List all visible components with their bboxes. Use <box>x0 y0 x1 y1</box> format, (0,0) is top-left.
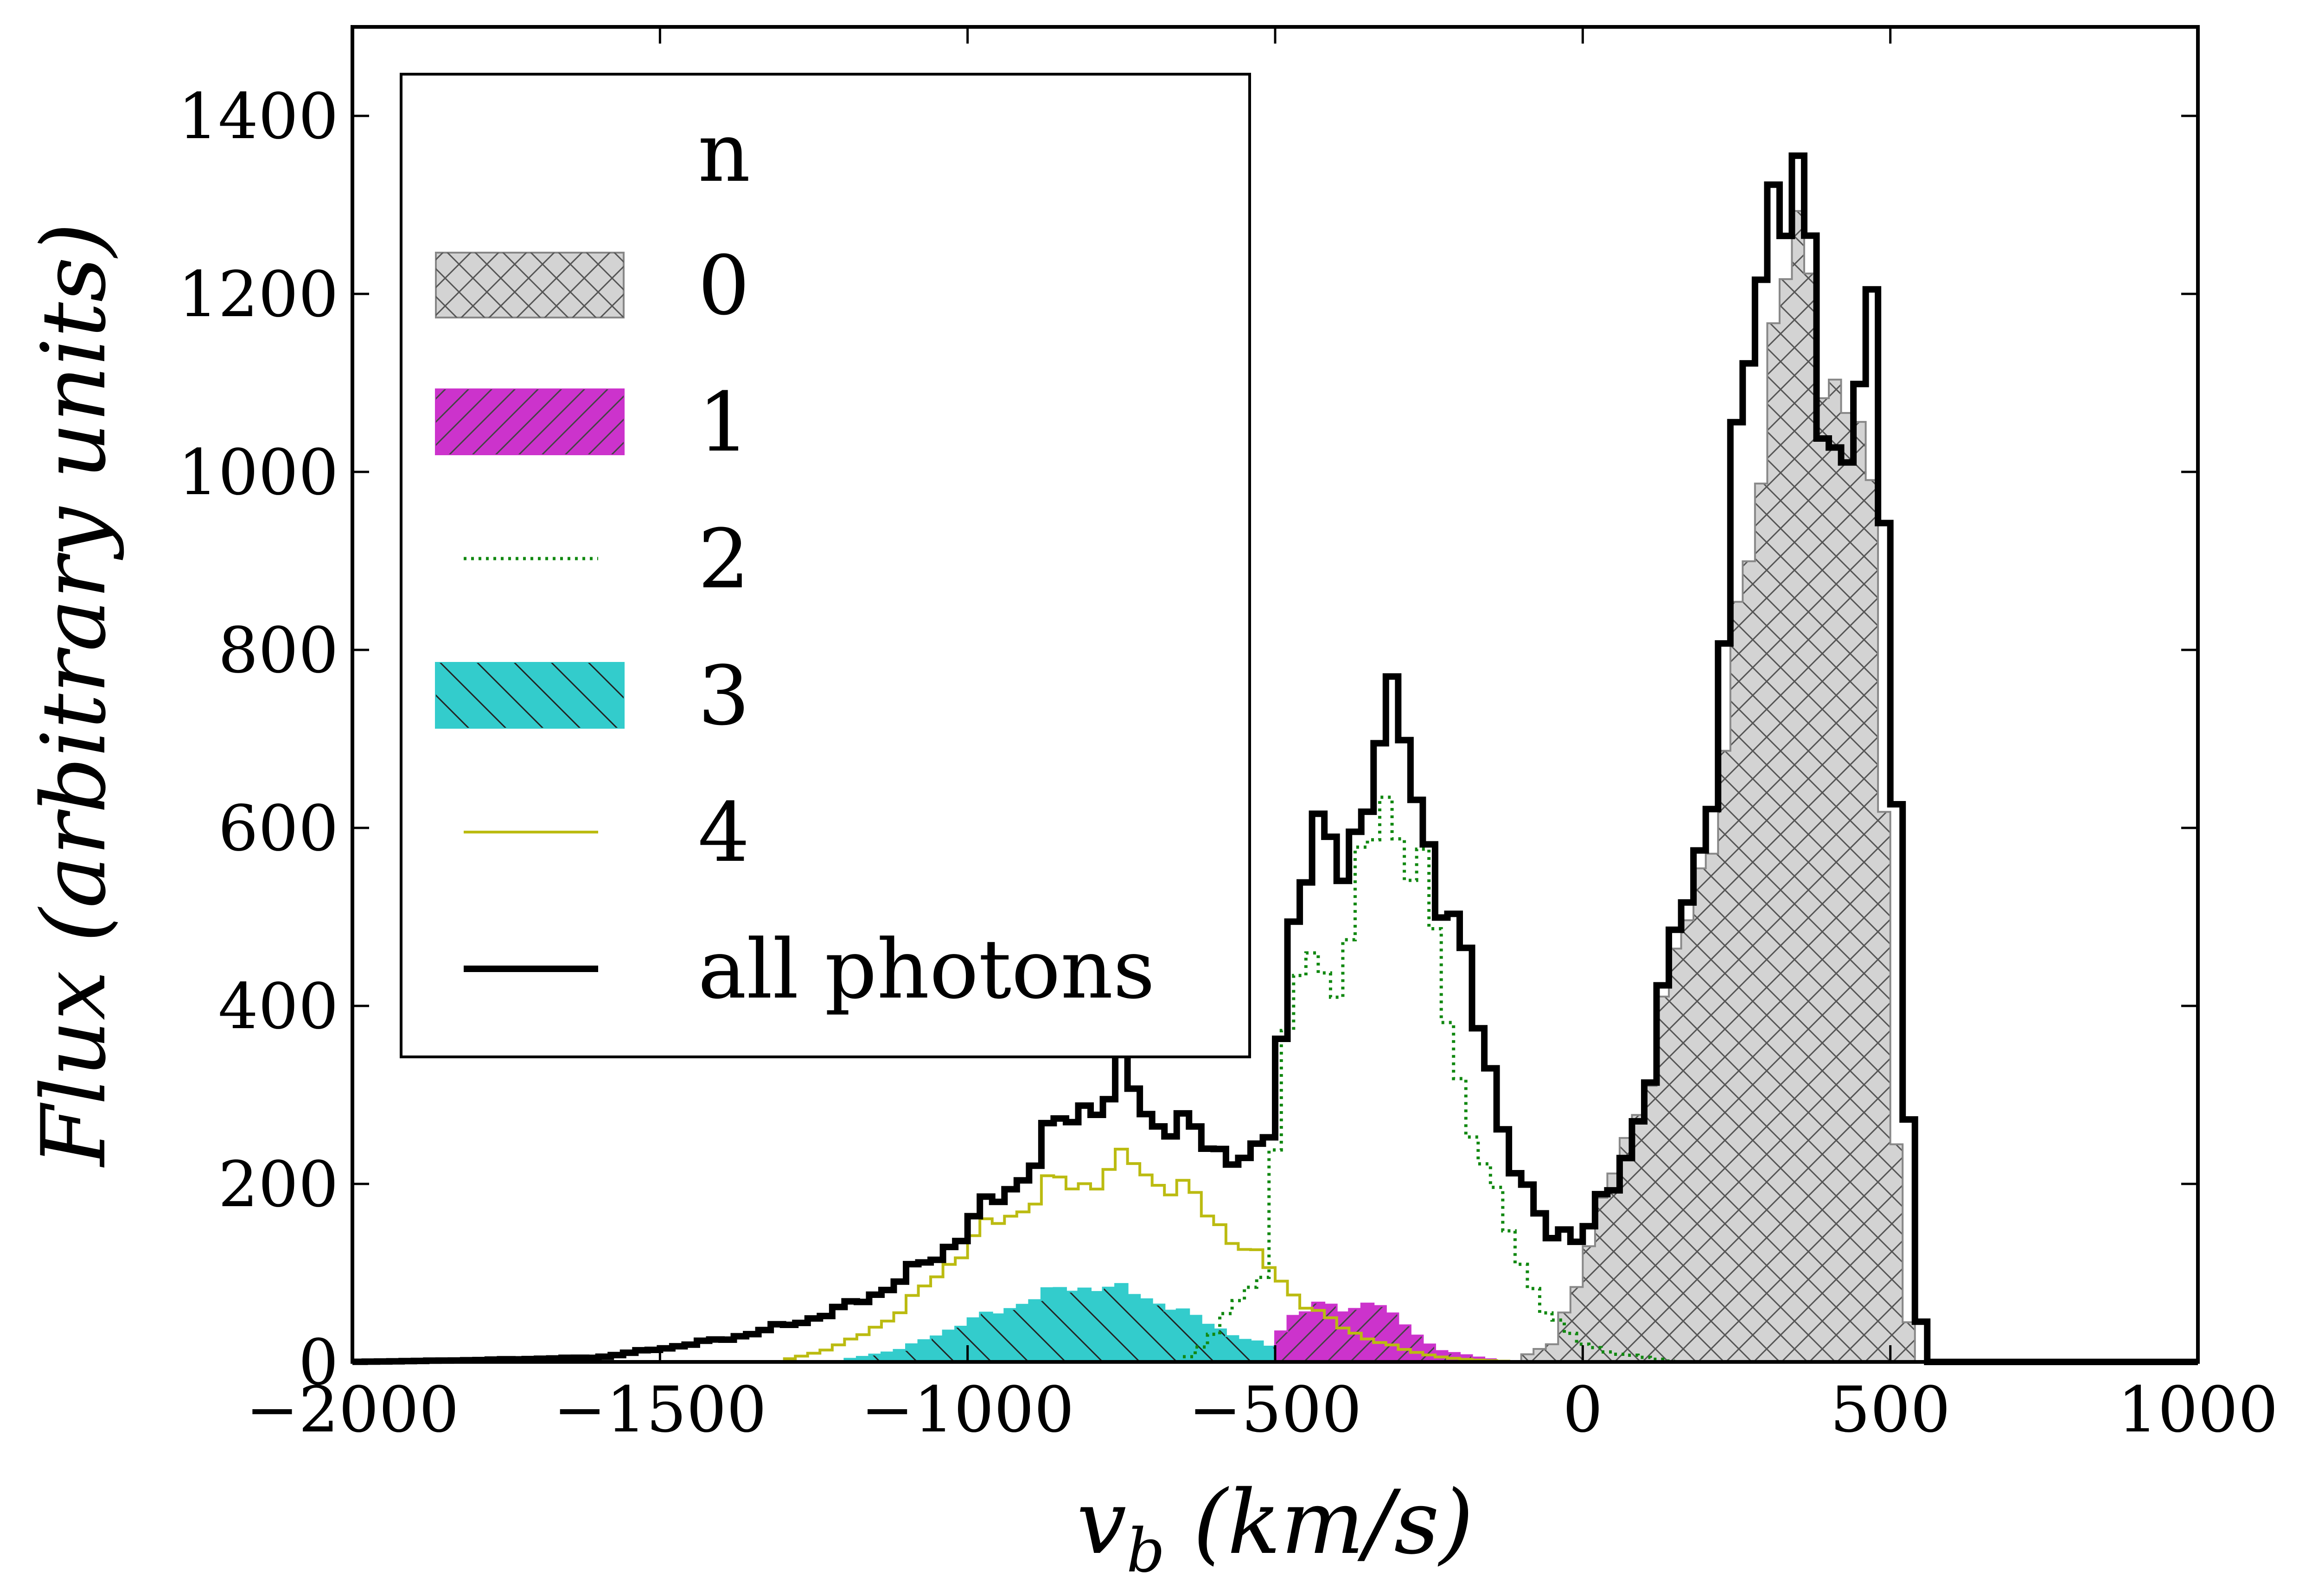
y-tick-label: 200 <box>218 1148 338 1221</box>
x-axis-label: vb (km/s) <box>1077 1471 1474 1586</box>
y-tick-label: 400 <box>218 970 338 1043</box>
x-axis-label-units: (km/s) <box>1165 1471 1474 1574</box>
legend: n 0 1 2 3 4 all photons <box>400 73 1251 1058</box>
legend-item-4: 4 <box>464 785 750 880</box>
x-tick-label: 1000 <box>2118 1373 2278 1447</box>
y-tick-label: 1200 <box>178 258 338 331</box>
legend-frame <box>400 73 1251 1058</box>
legend-label-3: 3 <box>698 649 750 744</box>
legend-swatch-hatch-1 <box>436 389 624 454</box>
y-tick-label: 600 <box>218 792 338 865</box>
series-n-4-line <box>783 1148 1521 1363</box>
legend-swatch-hatch-3 <box>436 663 624 728</box>
legend-item-0: 0 <box>435 238 750 333</box>
y-tick-label: 800 <box>218 614 338 687</box>
x-tick-label: −500 <box>1188 1373 1362 1447</box>
legend-title: n <box>698 105 750 200</box>
x-axis-label-subscript: b <box>1126 1515 1165 1586</box>
legend-item-3: 3 <box>435 649 750 744</box>
series-n-2-line <box>1183 795 1675 1363</box>
x-tick-label: −1000 <box>861 1373 1074 1447</box>
series-n-2 <box>1183 795 1675 1363</box>
legend-item-1: 1 <box>435 375 750 470</box>
series-n-all-photons <box>352 152 2198 1365</box>
ticks-layer: −2000 −1500 −1000 −500 0 500 1000 0 200 400 600 800… <box>178 27 2278 1447</box>
y-tick-label: 1000 <box>178 436 338 509</box>
legend-label-0: 0 <box>698 238 750 333</box>
legend-item-all-photons: all photons <box>464 922 1155 1017</box>
legend-label-4: 4 <box>698 785 750 880</box>
series-n-1-hatch <box>1274 1301 1497 1363</box>
series-layer <box>352 152 2198 1365</box>
legend-items: 0 1 2 3 4 all photons <box>435 238 1155 1017</box>
y-tick-label: 1400 <box>178 80 338 153</box>
legend-swatch-hatch-0 <box>436 253 624 318</box>
series-n-1 <box>1274 1301 1497 1363</box>
x-tick-label: −2000 <box>246 1373 459 1447</box>
legend-item-2: 2 <box>464 512 750 607</box>
legend-label-all-photons: all photons <box>698 922 1155 1017</box>
series-n-all-photons-line <box>352 152 2198 1365</box>
series-n-4 <box>783 1148 1521 1363</box>
y-axis-label: Flux (arbitrary units) <box>23 223 125 1168</box>
x-tick-label: −1500 <box>553 1373 766 1447</box>
legend-label-2: 2 <box>698 512 750 607</box>
x-tick-label: 500 <box>1830 1373 1951 1447</box>
legend-label-1: 1 <box>698 375 750 470</box>
x-tick-label: 0 <box>1563 1373 1603 1447</box>
y-tick-label: 0 <box>298 1326 338 1399</box>
